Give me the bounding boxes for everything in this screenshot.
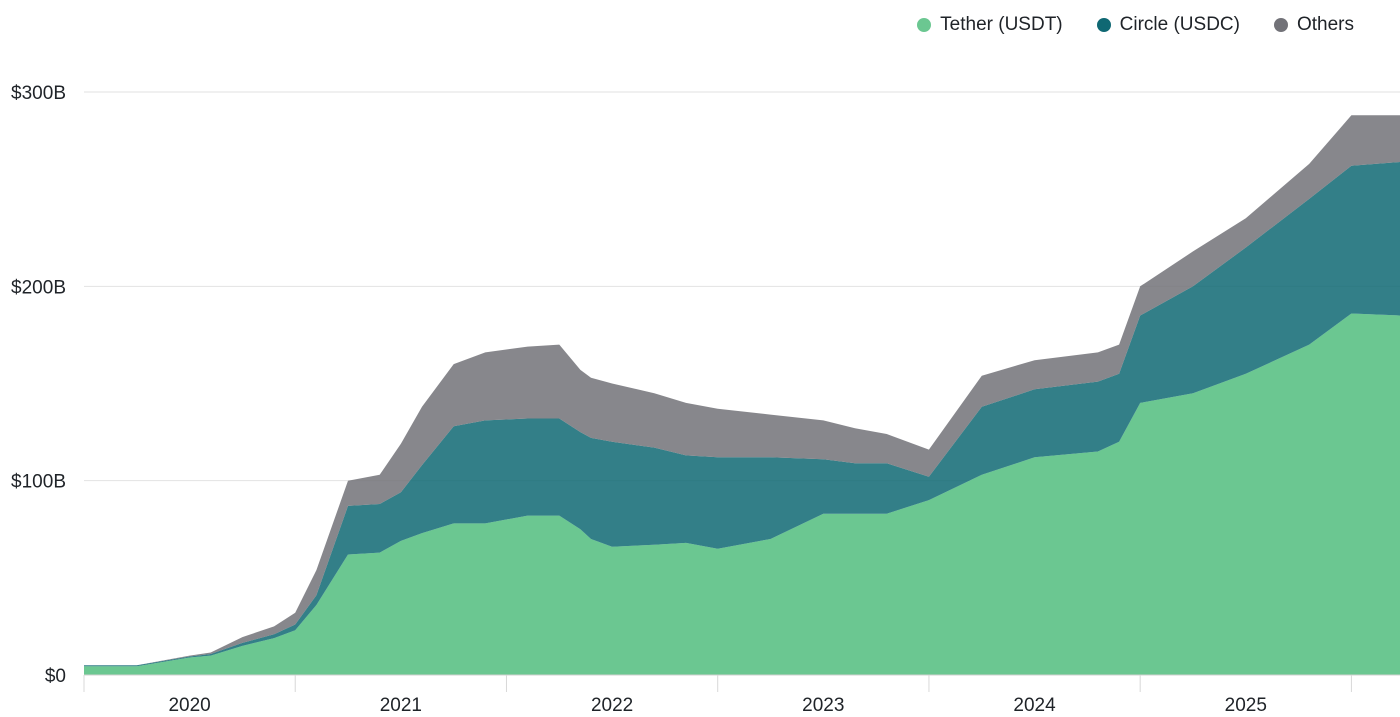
legend-label: Others [1296,14,1354,35]
x-tick-label: 2021 [380,695,422,716]
legend-swatch [1096,18,1111,32]
x-tick-label: 2022 [591,695,633,716]
legend-item: Others [1273,14,1354,36]
y-tick-label: $0 [45,666,66,687]
legend-swatch [917,18,932,32]
legend-label: Circle (USDC) [1119,14,1240,35]
x-tick-label: 2020 [168,695,210,716]
area-tether-usdt [84,313,1400,675]
legend-label: Tether (USDT) [940,14,1063,35]
legend-swatch [1273,18,1288,32]
x-axis: 2020 2021 2022 2023 2024 2025 [83,674,1400,716]
legend-item: Circle (USDC) [1096,14,1240,36]
x-tick-label: 2025 [1225,695,1267,716]
y-tick-label: $200B [11,277,66,298]
legend: Tether (USDT) Circle (USDC) Others [917,14,1354,36]
y-tick-label: $300B [11,83,66,104]
area-series [84,115,1400,675]
legend-item: Tether (USDT) [917,14,1063,36]
y-axis-labels: $0 $100B $200B $300B [11,83,66,687]
x-tick-label: 2024 [1013,695,1056,716]
y-tick-label: $100B [11,472,66,493]
x-tick-label: 2023 [802,695,844,716]
